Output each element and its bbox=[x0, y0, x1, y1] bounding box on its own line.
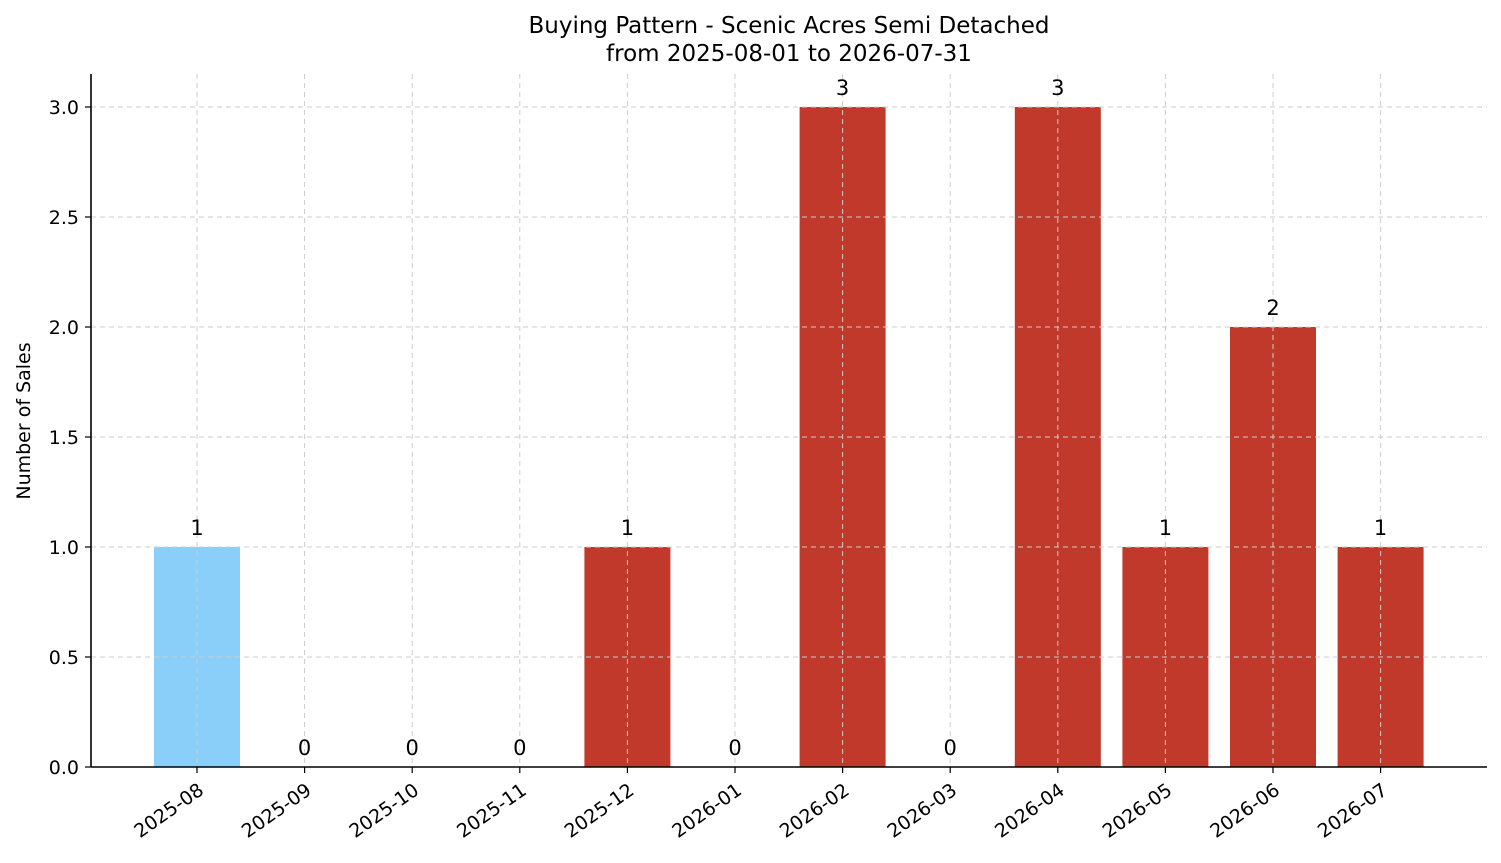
data-label-2025-08: 1 bbox=[190, 516, 203, 540]
x-tick-label: 2026-06 bbox=[1206, 779, 1284, 843]
chart-title-line-2: from 2025-08-01 to 2026-07-31 bbox=[606, 41, 972, 67]
y-tick-label: 1.5 bbox=[49, 427, 79, 449]
x-tick-label: 2026-07 bbox=[1314, 779, 1392, 843]
x-tick-label: 2026-01 bbox=[668, 779, 746, 843]
x-tick-label: 2025-11 bbox=[453, 779, 531, 843]
data-label-2025-09: 0 bbox=[298, 736, 311, 760]
y-tick-label: 0.0 bbox=[49, 757, 79, 779]
y-tick-label: 3.0 bbox=[49, 97, 79, 119]
data-label-2025-12: 1 bbox=[621, 516, 634, 540]
x-tick-label: 2025-09 bbox=[238, 779, 316, 843]
x-tick-label: 2026-04 bbox=[991, 779, 1069, 843]
data-label-2026-07: 1 bbox=[1374, 516, 1387, 540]
chart-title-line-1: Buying Pattern - Scenic Acres Semi Detac… bbox=[528, 13, 1049, 39]
bar-2025-08 bbox=[154, 547, 240, 767]
data-label-2026-03: 0 bbox=[944, 736, 957, 760]
grid-layer bbox=[91, 74, 1487, 767]
y-tick-label: 2.0 bbox=[49, 317, 79, 339]
x-tick-label: 2026-03 bbox=[883, 779, 961, 843]
y-tick-label: 1.0 bbox=[49, 537, 79, 559]
y-axis-label: Number of Sales bbox=[13, 342, 35, 499]
x-tick-label: 2025-10 bbox=[345, 779, 423, 843]
x-tick-label: 2026-05 bbox=[1099, 779, 1177, 843]
data-label-2026-06: 2 bbox=[1266, 296, 1279, 320]
x-tick-label: 2026-02 bbox=[776, 779, 854, 843]
y-tick-label: 0.5 bbox=[49, 647, 79, 669]
x-tick-label: 2025-12 bbox=[561, 779, 639, 843]
data-label-2026-04: 3 bbox=[1051, 76, 1064, 100]
data-labels-layer: 1 0 0 0 1 0 3 0 3 1 2 1 bbox=[190, 76, 1387, 760]
data-label-2026-05: 1 bbox=[1159, 516, 1172, 540]
data-label-2025-10: 0 bbox=[406, 736, 419, 760]
data-label-2026-01: 0 bbox=[728, 736, 741, 760]
x-tick-label: 2025-08 bbox=[130, 779, 208, 843]
y-tick-label: 2.5 bbox=[49, 207, 79, 229]
data-label-2026-02: 3 bbox=[836, 76, 849, 100]
data-label-2025-11: 0 bbox=[513, 736, 526, 760]
